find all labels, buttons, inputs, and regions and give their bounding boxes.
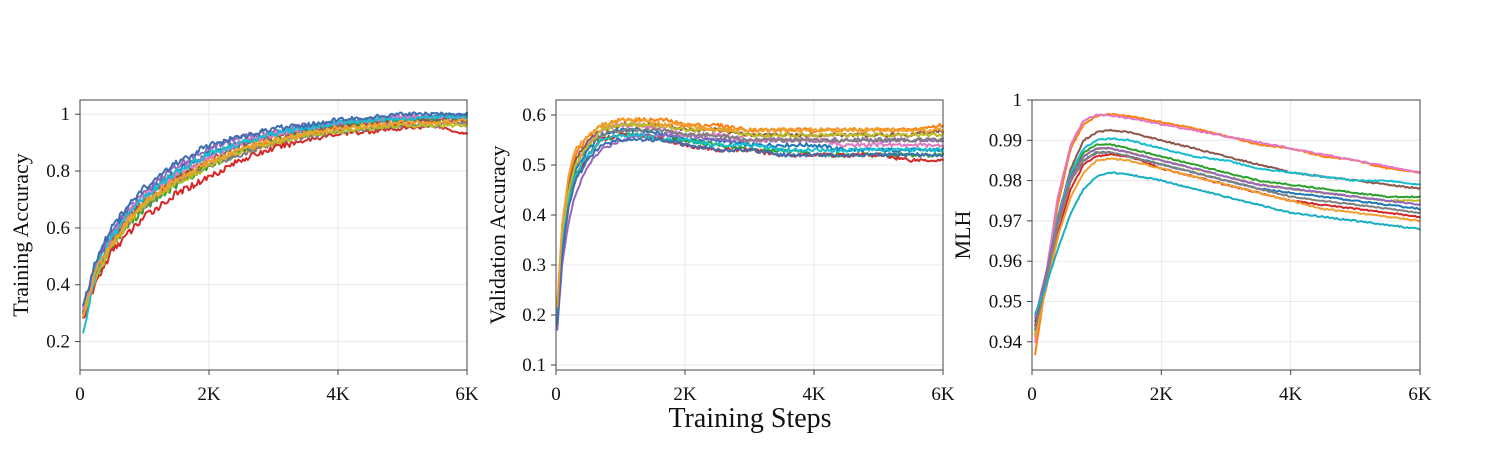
mlh-y-tick-label-5: 0.99	[989, 130, 1022, 151]
train-y-tick-label-2: 0.6	[46, 218, 70, 239]
train-series-line-12	[82, 118, 468, 318]
mlh-y-tick-label-1: 0.95	[989, 291, 1022, 312]
val-x-tick-label-1: 2K	[673, 384, 697, 405]
val-series-line-9	[556, 122, 944, 316]
train-plot-frame	[79, 99, 468, 371]
train-x-tick-label-2: 4K	[326, 384, 350, 405]
val-series-line-7	[556, 122, 944, 316]
train-y-axis-label: Training Accuracy	[8, 153, 33, 317]
val-y-tick-label-2: 0.3	[522, 255, 546, 276]
mlh-series-line-2	[1034, 113, 1421, 344]
val-series-line-11	[556, 137, 944, 327]
mlh-series-line-10	[1034, 157, 1421, 339]
mlh-x-tick-label-0: 0	[1027, 384, 1037, 405]
val-x-tick-label-0: 0	[551, 384, 561, 405]
val-y-tick-label-4: 0.5	[522, 155, 546, 176]
mlh-y-axis-label: MLH	[950, 210, 975, 259]
mlh-series-line-8	[1034, 146, 1421, 335]
mlh-y-tick-label-2: 0.96	[989, 251, 1022, 272]
shared-x-axis-label: Training Steps	[668, 403, 831, 434]
mlh-y-tick-label-6: 1	[1013, 90, 1023, 111]
val-x-tick-label-2: 4K	[802, 384, 826, 405]
val-x-tick-label-3: 6K	[931, 384, 955, 405]
mlh-y-tick-label-0: 0.94	[989, 332, 1023, 353]
val-y-tick-label-1: 0.2	[522, 305, 546, 326]
train-x-tick-label-1: 2K	[197, 384, 221, 405]
val-y-tick-label-3: 0.4	[522, 205, 546, 226]
val-series-line-1	[556, 127, 944, 328]
train-y-tick-label-1: 0.4	[46, 275, 70, 296]
mlh-series-line-4	[1034, 137, 1421, 327]
train-series-line-4	[82, 124, 468, 319]
mlh-series-line-9	[1034, 146, 1421, 319]
train-x-tick-label-0: 0	[75, 384, 85, 405]
mlh-x-tick-label-1: 2K	[1150, 384, 1174, 405]
panel-validation-accuracy: 0 2K 4K 6K 0.1 0.2 0.3 0.4 0.5 0.6 Validation Accu…	[485, 99, 955, 405]
train-x-tick-label-3: 6K	[455, 384, 479, 405]
train-series-line-11	[82, 111, 468, 307]
mlh-x-tick-label-2: 4K	[1279, 384, 1303, 405]
mlh-series-line-11	[1034, 151, 1421, 331]
train-y-tick-label-4: 1	[61, 104, 71, 125]
train-y-tick-label-3: 0.8	[46, 161, 70, 182]
mlh-y-tick-label-4: 0.98	[989, 171, 1022, 192]
panel-mlh: 0 2K 4K 6K 0.94 0.95 0.96 0.97 0.98 0.99 1 MLH	[950, 90, 1432, 405]
val-plot-frame	[555, 99, 944, 371]
val-series-line-4	[556, 132, 944, 321]
mlh-series-line-12	[1034, 171, 1421, 316]
val-y-tick-label-5: 0.6	[522, 105, 546, 126]
train-y-tick-label-0: 0.2	[46, 332, 70, 353]
val-y-axis-label: Validation Accuracy	[485, 146, 510, 325]
val-y-tick-label-0: 0.1	[522, 355, 546, 376]
val-series-line-12	[556, 117, 944, 308]
mlh-x-tick-label-3: 6K	[1408, 384, 1432, 405]
panel-training-accuracy: 0 2K 4K 6K 0.2 0.4 0.6 0.8 1 Training Accuracy	[8, 99, 479, 405]
train-series-line-9	[82, 122, 468, 317]
val-series-line-5	[556, 132, 944, 331]
mlh-y-tick-label-3: 0.97	[989, 211, 1022, 232]
val-series-line-3	[556, 132, 944, 318]
val-series-line-8	[556, 127, 944, 312]
val-series-line-10	[556, 132, 944, 320]
mlh-series-line-5	[1034, 143, 1421, 331]
mlh-plot-frame	[1031, 99, 1421, 371]
train-series-line-10	[82, 114, 468, 334]
